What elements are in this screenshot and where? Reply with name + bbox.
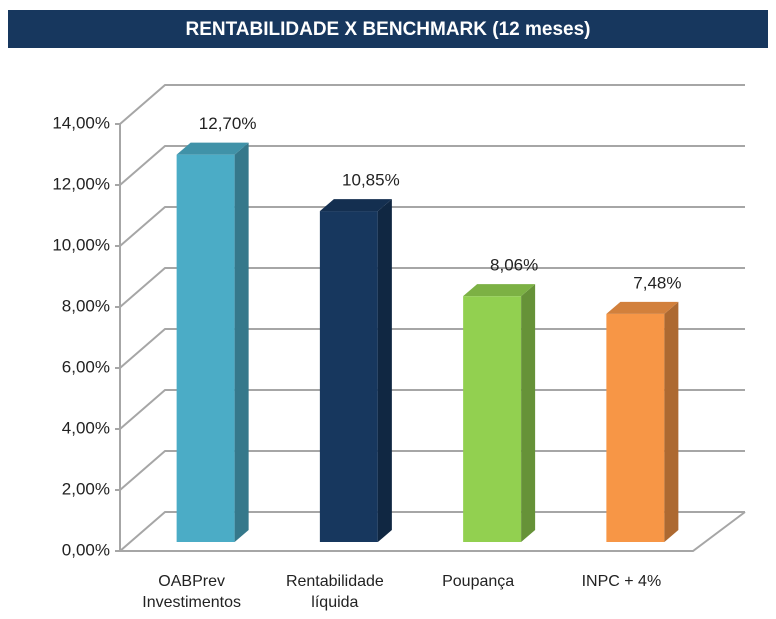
bar: [463, 296, 522, 542]
grid-line: [119, 84, 745, 125]
chart-title: RENTABILIDADE X BENCHMARK (12 meses): [185, 19, 590, 40]
bar: [606, 313, 665, 542]
value-label: 7,48%: [633, 273, 681, 292]
y-tick-label: 2,00%: [62, 479, 110, 498]
bar-side: [234, 142, 249, 542]
value-label: 12,70%: [199, 114, 257, 133]
bar-side: [664, 301, 679, 542]
bar-top: [319, 199, 392, 212]
value-label: 10,85%: [342, 171, 400, 190]
x-tick-label: OABPrev Investimentos: [142, 573, 241, 611]
grid-line: [119, 206, 745, 247]
grid-line: [119, 267, 745, 308]
grid-line: [119, 145, 745, 186]
y-tick-label: 0,00%: [62, 540, 110, 559]
title-bar: [8, 10, 768, 48]
bar: [176, 154, 235, 542]
bar-top: [463, 284, 536, 297]
y-tick-label: 14,00%: [52, 113, 110, 132]
y-tick-label: 4,00%: [62, 418, 110, 437]
value-label: 8,06%: [490, 256, 538, 275]
y-tick-label: 12,00%: [52, 174, 110, 193]
bar-side: [377, 199, 392, 542]
bar-top: [176, 142, 249, 155]
grid-line: [119, 389, 745, 430]
bar-side: [521, 284, 536, 542]
x-tick-label: INPC + 4%: [581, 573, 662, 590]
grid-line: [119, 328, 745, 369]
y-tick-label: 6,00%: [62, 357, 110, 376]
floor-edge: [120, 511, 746, 552]
bar-top: [606, 301, 679, 314]
y-tick-label: 10,00%: [52, 235, 110, 254]
grid-line: [119, 450, 745, 491]
y-tick-label: 8,00%: [62, 296, 110, 315]
x-tick-label: Rentabilidade líquida: [285, 573, 384, 611]
bar: [319, 211, 378, 542]
x-tick-label: Poupança: [442, 573, 515, 590]
grid-line: [119, 511, 745, 552]
